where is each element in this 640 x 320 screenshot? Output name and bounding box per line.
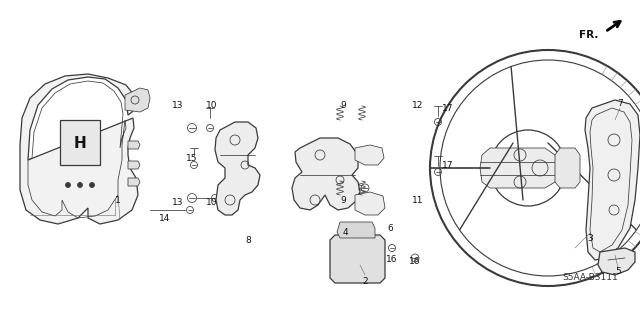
Text: 9: 9: [340, 196, 346, 204]
Polygon shape: [292, 138, 360, 210]
Text: 10: 10: [206, 197, 218, 206]
Text: 3: 3: [587, 234, 593, 243]
Polygon shape: [60, 120, 100, 165]
Text: 12: 12: [412, 100, 424, 109]
Text: 17: 17: [442, 103, 454, 113]
Polygon shape: [585, 100, 640, 260]
Text: 16: 16: [387, 255, 397, 265]
Text: S5AA-B3111: S5AA-B3111: [562, 274, 618, 283]
Text: 4: 4: [342, 228, 348, 236]
Text: 13: 13: [172, 100, 184, 109]
Polygon shape: [128, 161, 140, 169]
Text: 16: 16: [409, 258, 420, 267]
Bar: [355, 242, 365, 257]
Text: 14: 14: [159, 213, 171, 222]
Text: 11: 11: [412, 196, 424, 204]
Text: 7: 7: [617, 99, 623, 108]
Text: 5: 5: [615, 268, 621, 276]
Circle shape: [502, 162, 514, 174]
Polygon shape: [128, 178, 140, 186]
Polygon shape: [355, 145, 384, 165]
Polygon shape: [598, 248, 635, 275]
Text: 8: 8: [245, 236, 251, 244]
Polygon shape: [20, 74, 138, 224]
Circle shape: [65, 182, 70, 188]
Text: 6: 6: [387, 223, 393, 233]
Polygon shape: [355, 192, 385, 215]
Polygon shape: [337, 222, 375, 238]
Polygon shape: [480, 148, 558, 188]
Text: H: H: [74, 135, 86, 150]
Text: 13: 13: [172, 197, 184, 206]
Polygon shape: [215, 122, 260, 215]
Text: 10: 10: [206, 100, 218, 109]
Polygon shape: [128, 141, 140, 149]
Text: 17: 17: [442, 161, 454, 170]
Text: 15: 15: [186, 154, 198, 163]
Text: 2: 2: [362, 277, 368, 286]
Text: FR.: FR.: [579, 30, 598, 40]
Text: 1: 1: [115, 196, 121, 204]
Circle shape: [77, 182, 83, 188]
Polygon shape: [125, 88, 150, 112]
Text: 9: 9: [340, 100, 346, 109]
Polygon shape: [555, 148, 580, 188]
Bar: [343, 242, 353, 257]
Polygon shape: [330, 235, 385, 283]
Circle shape: [90, 182, 95, 188]
Bar: [367, 242, 377, 257]
